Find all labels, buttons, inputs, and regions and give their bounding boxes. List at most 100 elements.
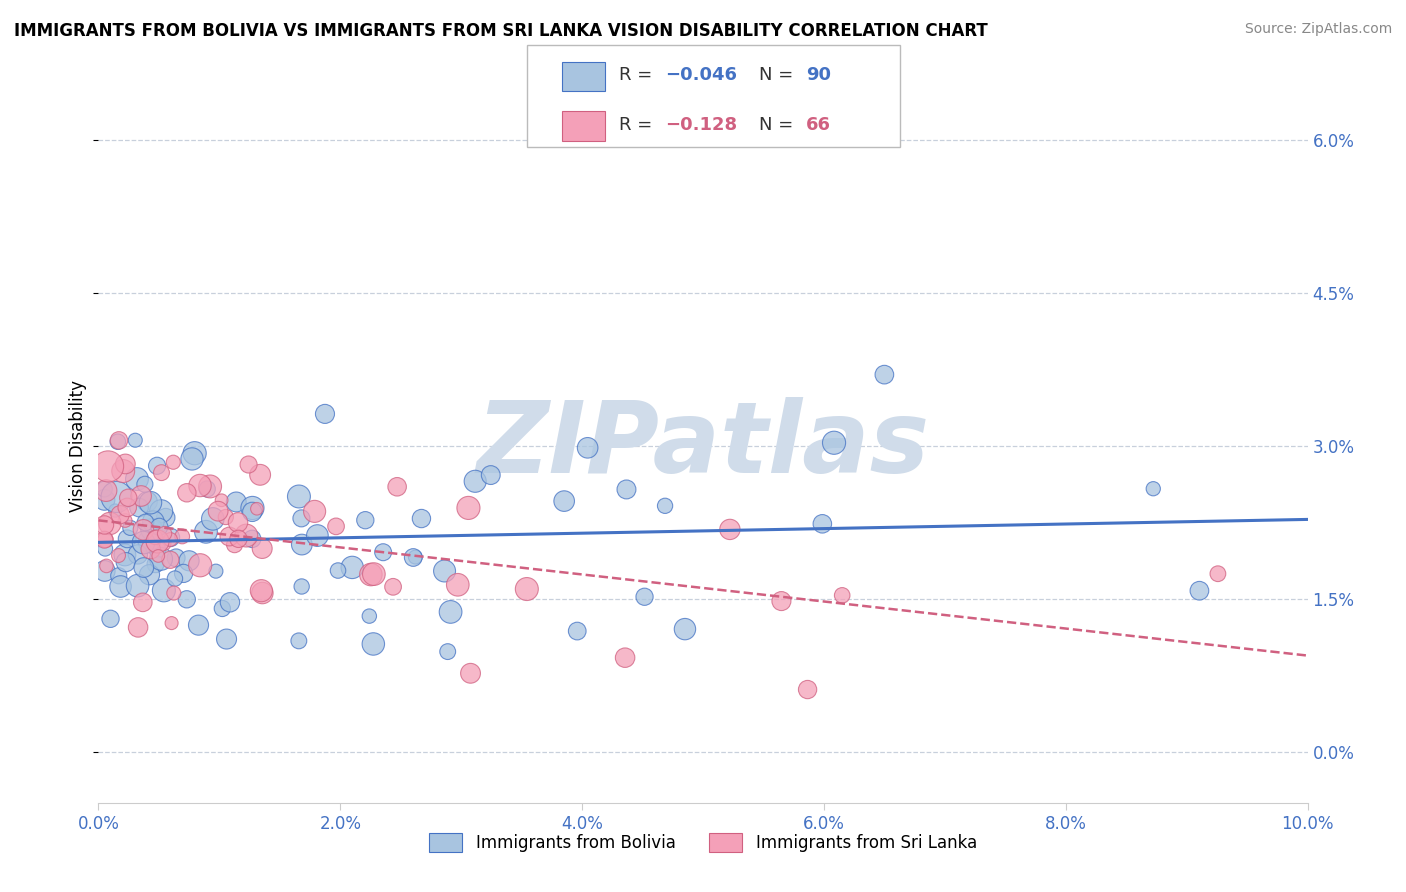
Point (94, 564, 117, 578)
Point (148, 549, 170, 563)
Point (770, 594, 793, 608)
Point (439, 605, 461, 619)
Point (614, 650, 637, 665)
Point (155, 510, 177, 524)
Point (516, 582, 538, 596)
Point (107, 434, 129, 449)
Point (1142, 482, 1164, 496)
Point (153, 526, 176, 541)
Point (163, 572, 186, 586)
Point (404, 550, 426, 565)
Point (127, 620, 149, 634)
Point (97, 459, 120, 474)
Point (326, 564, 349, 578)
Point (176, 485, 198, 500)
Point (457, 500, 479, 515)
Point (1206, 566, 1229, 581)
Point (104, 503, 127, 517)
Point (139, 496, 162, 510)
Point (249, 467, 271, 482)
Point (173, 566, 195, 581)
Point (160, 616, 183, 631)
Text: −0.046: −0.046 (665, 66, 737, 85)
Point (718, 523, 741, 537)
Point (207, 504, 229, 518)
Point (117, 491, 139, 505)
Point (153, 583, 176, 598)
Point (114, 548, 136, 562)
Point (138, 567, 160, 582)
Point (219, 595, 242, 609)
Point (183, 446, 205, 460)
Point (150, 466, 173, 480)
Point (187, 618, 209, 632)
Point (132, 535, 155, 549)
Point (94, 483, 117, 498)
Point (124, 434, 146, 448)
Text: R =: R = (619, 66, 658, 85)
Point (633, 590, 655, 604)
Point (288, 490, 311, 504)
Text: N =: N = (759, 116, 799, 134)
Point (291, 579, 314, 593)
Point (110, 580, 132, 594)
Point (138, 534, 160, 549)
Point (127, 548, 149, 562)
Point (363, 567, 385, 582)
Point (146, 542, 169, 557)
Point (112, 464, 135, 478)
Point (436, 645, 458, 659)
Point (340, 560, 363, 574)
Point (142, 515, 165, 529)
Point (132, 523, 155, 537)
Point (134, 477, 156, 491)
Point (153, 537, 176, 551)
Point (240, 505, 263, 519)
Point (314, 407, 336, 421)
Point (159, 530, 181, 544)
Point (172, 529, 194, 543)
Point (94, 541, 117, 556)
Point (215, 632, 238, 646)
Point (129, 489, 152, 503)
Legend: Immigrants from Bolivia, Immigrants from Sri Lanka: Immigrants from Bolivia, Immigrants from… (422, 826, 984, 859)
Point (576, 441, 599, 455)
Point (107, 568, 129, 582)
Point (460, 666, 482, 681)
Point (811, 516, 834, 531)
Point (831, 588, 853, 602)
Point (433, 564, 456, 578)
Point (201, 512, 224, 526)
Point (150, 504, 173, 518)
Point (96, 558, 118, 573)
Point (114, 555, 136, 569)
Point (107, 549, 129, 563)
Point (447, 578, 470, 592)
Point (382, 580, 405, 594)
Point (796, 682, 818, 697)
Point (108, 434, 131, 448)
Point (98, 516, 121, 531)
Point (136, 494, 159, 508)
Point (127, 579, 149, 593)
Text: Source: ZipAtlas.com: Source: ZipAtlas.com (1244, 22, 1392, 37)
Point (150, 552, 173, 566)
Point (93, 492, 115, 507)
Point (115, 532, 138, 546)
Point (411, 511, 433, 525)
Point (567, 624, 589, 638)
Point (141, 523, 163, 537)
Point (228, 532, 250, 546)
Point (132, 560, 155, 574)
Point (218, 529, 240, 543)
Point (93, 482, 115, 496)
Text: −0.128: −0.128 (665, 116, 737, 134)
Point (250, 541, 273, 556)
Point (176, 592, 198, 607)
Point (165, 550, 187, 565)
Point (195, 482, 218, 496)
Point (225, 495, 247, 509)
Point (211, 493, 233, 508)
Text: N =: N = (759, 66, 799, 85)
Point (290, 511, 312, 525)
